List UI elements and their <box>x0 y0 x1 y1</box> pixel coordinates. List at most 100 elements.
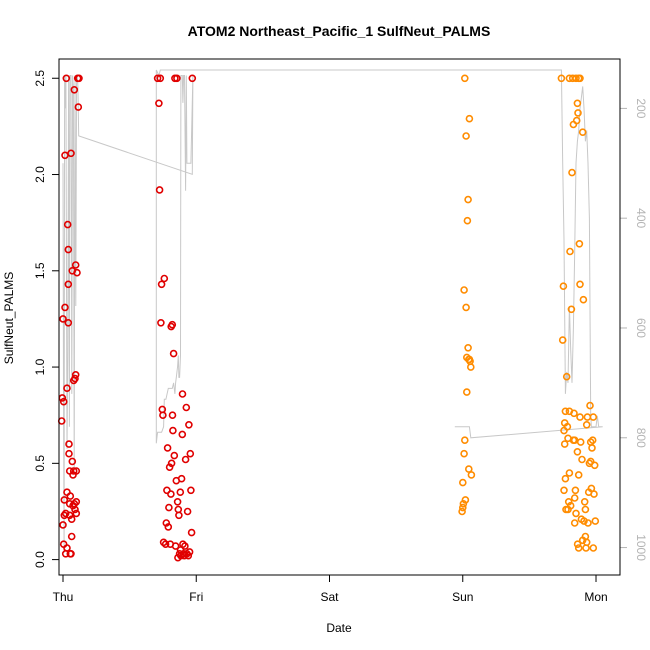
data-point <box>73 268 81 277</box>
data-point <box>574 471 583 479</box>
data-point <box>576 413 584 421</box>
data-point <box>461 496 470 504</box>
data-point <box>178 390 187 398</box>
data-point <box>61 303 69 312</box>
data-point <box>63 544 71 552</box>
data-point <box>570 519 579 527</box>
data-point <box>463 216 472 225</box>
plot-area-border <box>58 58 621 576</box>
right-y-tick-label: 800 <box>634 428 648 448</box>
data-point <box>155 99 163 108</box>
data-point <box>458 507 466 516</box>
data-point <box>562 372 571 381</box>
data-point <box>71 370 80 379</box>
data-point <box>559 282 568 291</box>
y-axis-label: SulfNeut_PALMS <box>2 272 16 365</box>
y-tick-label: 1.0 <box>33 358 47 375</box>
data-point <box>459 499 468 508</box>
data-point <box>465 114 474 123</box>
data-point <box>168 320 177 329</box>
data-point <box>188 74 197 83</box>
data-point <box>584 519 592 527</box>
data-point <box>573 540 582 549</box>
data-point <box>165 463 174 472</box>
data-point <box>159 411 167 420</box>
data-point <box>68 457 77 466</box>
x-tick-label: Mon <box>584 590 607 604</box>
data-point <box>589 544 598 552</box>
data-point <box>464 465 473 473</box>
data-point <box>161 540 170 549</box>
series-2 <box>458 74 476 516</box>
data-point <box>165 503 173 512</box>
data-point <box>458 503 467 512</box>
data-point <box>567 305 576 314</box>
data-point <box>185 548 194 556</box>
data-point <box>173 497 182 506</box>
data-point <box>182 403 191 412</box>
x-tick-label: Fri <box>189 590 203 604</box>
data-point <box>564 497 573 506</box>
data-point <box>67 149 75 158</box>
data-point <box>70 86 79 94</box>
data-point <box>160 274 169 283</box>
data-point <box>578 455 586 464</box>
data-point <box>467 471 476 479</box>
data-point <box>159 538 168 547</box>
data-point <box>561 474 570 483</box>
data-point <box>71 374 79 383</box>
data-point <box>65 440 73 448</box>
data-point <box>557 74 566 83</box>
series-0 <box>57 74 83 558</box>
data-point <box>571 486 580 495</box>
data-point <box>578 536 587 545</box>
data-point <box>179 540 187 549</box>
y-tick-label: 0.0 <box>33 551 47 568</box>
data-point <box>460 449 468 458</box>
series-1 <box>153 74 197 562</box>
data-point <box>575 240 584 248</box>
data-point <box>464 343 472 352</box>
data-point <box>175 511 183 520</box>
data-point <box>72 497 81 506</box>
data-point <box>167 490 175 498</box>
data-point <box>460 74 469 83</box>
data-point <box>69 467 78 475</box>
data-point <box>460 286 468 294</box>
data-point <box>187 486 195 495</box>
data-point <box>582 538 591 547</box>
data-point <box>64 318 73 327</box>
data-point <box>462 303 470 312</box>
data-point <box>589 413 598 421</box>
data-point <box>590 490 598 498</box>
data-point <box>579 295 588 304</box>
data-point <box>62 74 71 83</box>
y-tick-label: 1.5 <box>33 262 47 279</box>
data-point <box>177 474 186 483</box>
data-point <box>566 501 575 510</box>
data-point <box>61 509 70 518</box>
data-point <box>155 186 164 194</box>
data-point <box>183 507 192 516</box>
data-point <box>168 411 177 420</box>
data-point <box>176 488 185 497</box>
data-point <box>163 486 171 495</box>
data-point <box>157 318 165 327</box>
data-point <box>184 551 193 560</box>
data-point <box>563 422 572 431</box>
axes-layer: Thu Fri Sat Sun Mon 0.0 0.5 1.0 1.5 2.0 2.5 200 400 6… <box>33 70 648 604</box>
data-point <box>67 532 76 541</box>
data-point <box>564 434 572 443</box>
x-tick-label: Thu <box>53 590 74 604</box>
data-point <box>65 511 74 520</box>
data-point <box>63 220 72 229</box>
data-point <box>576 74 584 83</box>
data-point <box>153 74 162 83</box>
data-point <box>565 469 574 477</box>
data-point <box>74 103 83 111</box>
data-point <box>572 116 581 125</box>
data-point <box>173 74 181 83</box>
data-point <box>75 74 83 83</box>
x-axis-label: Date <box>326 621 352 635</box>
